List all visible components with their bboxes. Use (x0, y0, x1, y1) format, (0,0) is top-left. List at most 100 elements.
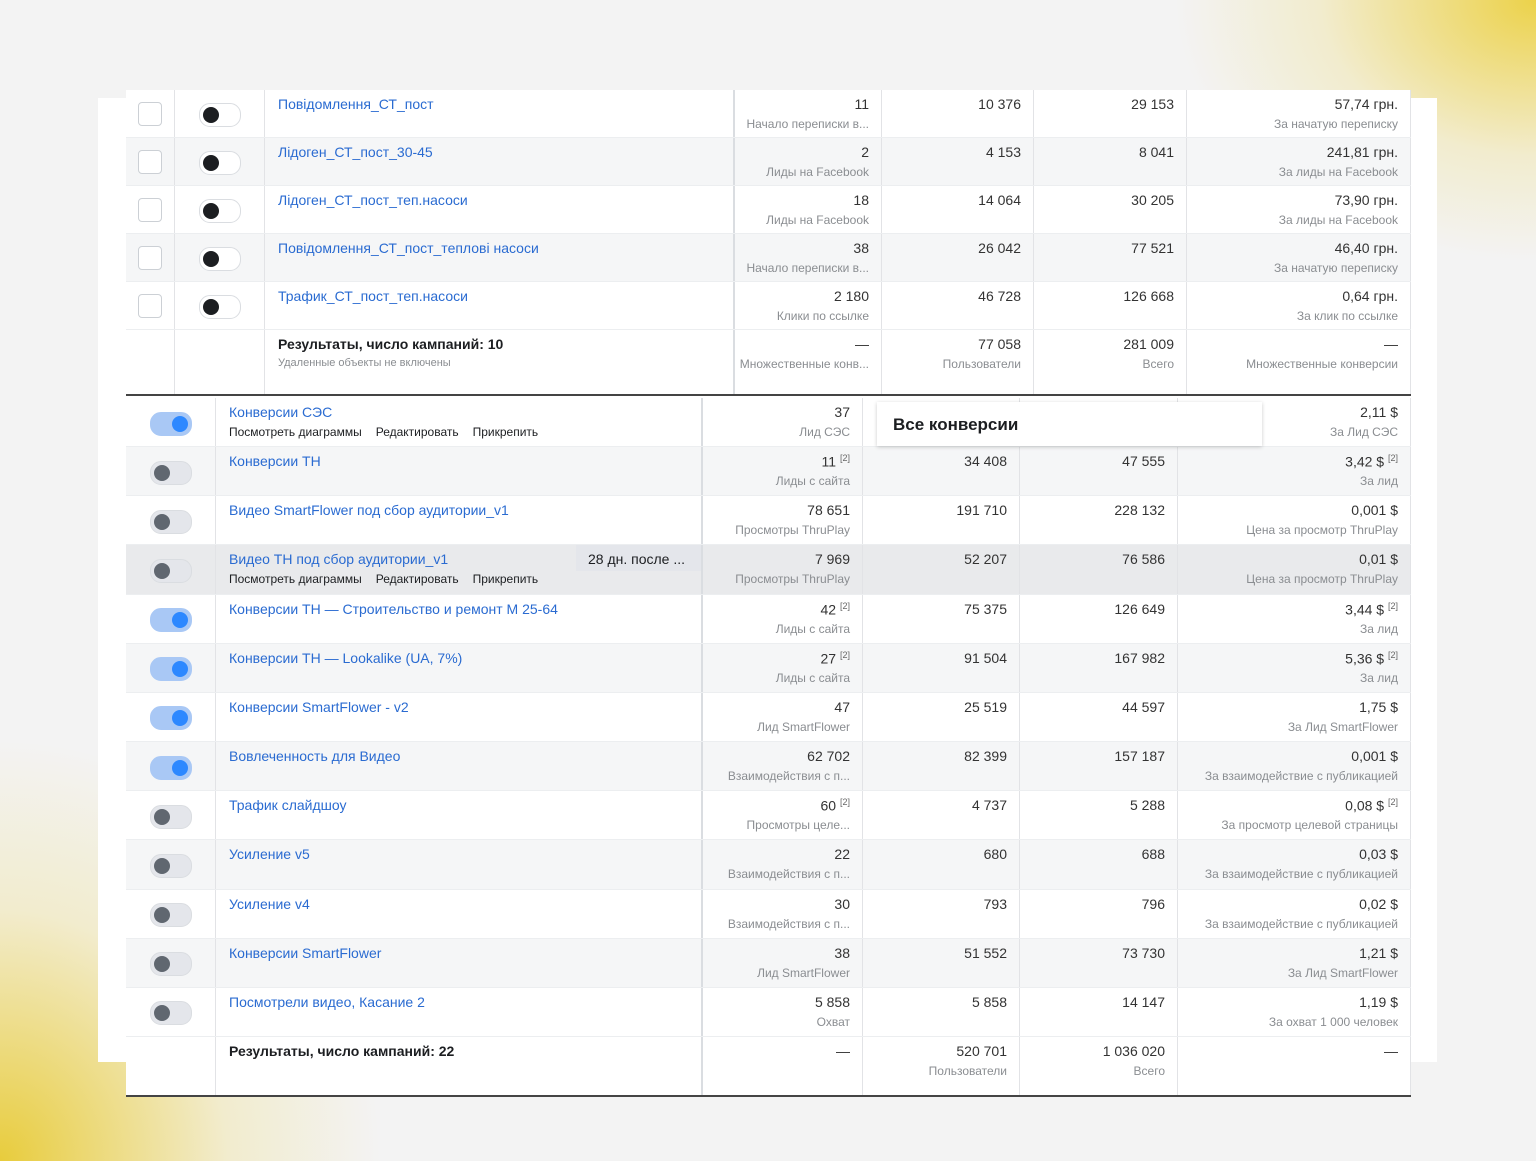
toggle[interactable] (150, 608, 192, 633)
campaign-name[interactable]: Лідоген_СТ_пост_теп.насоси (278, 192, 468, 208)
campaign-name[interactable]: Видео SmartFlower под сбор аудитории_v1 (229, 502, 509, 519)
name-cell: Лідоген_СТ_пост_30-45 (265, 138, 735, 185)
campaign-name[interactable]: Вовлеченность для Видео (229, 748, 401, 765)
impressions-cell: 77 521 (1034, 234, 1187, 281)
checkbox[interactable] (138, 294, 162, 318)
reach-cell: 10 376 (882, 90, 1034, 137)
toggle[interactable] (150, 1001, 192, 1026)
impressions-value-text: 167 982 (1114, 649, 1165, 666)
campaign-name[interactable]: Усиление v4 (229, 895, 310, 912)
toggle[interactable] (150, 952, 192, 977)
toggle-cell (175, 330, 265, 394)
toggle[interactable] (150, 903, 192, 928)
check-cell (126, 138, 175, 185)
toggle[interactable] (150, 509, 192, 534)
cost-value: 0,08 $ [2] (1345, 797, 1398, 814)
table-row: Конверсии ТН — Строительство и ремонт М … (126, 594, 1411, 644)
impressions-cell: 29 153 (1034, 90, 1187, 137)
toggle[interactable] (150, 706, 192, 731)
campaign-name[interactable]: Конверсии СЭС (229, 404, 333, 420)
table-row: Усиление v4 30 Взаимодействия с п... 793 796… (126, 889, 1411, 939)
cost-cell: 1,75 $ За Лид SmartFlower (1178, 692, 1411, 742)
toggle[interactable] (150, 853, 192, 878)
impressions-cell: 796 (1020, 889, 1178, 938)
toggle[interactable] (150, 755, 192, 780)
table-row: Вовлеченность для Видео 62 702 Взаимодейст… (126, 742, 1411, 792)
campaign-name[interactable]: Трафик слайдшоу (229, 797, 347, 814)
cost-label: За взаимодействие с публикацией (1204, 867, 1398, 882)
campaign-name[interactable]: Конверсии ТН — Lookalike (UA, 7%) (229, 649, 463, 666)
name-cell: Усиление v4 (216, 889, 703, 938)
toggle[interactable] (150, 559, 192, 584)
result-value-text: 2 (861, 144, 869, 160)
cost-label: За лид (1360, 670, 1398, 685)
toggle-knob (154, 907, 170, 924)
reach-value: 25 519 (964, 699, 1007, 715)
reach-cell: 14 064 (882, 186, 1034, 233)
campaign-name[interactable]: Посмотрели видео, Касание 2 (229, 993, 425, 1010)
toggle[interactable] (199, 295, 241, 319)
cost-value-text: 46,40 грн. (1334, 240, 1398, 256)
row-action: Прикрепить (472, 572, 539, 587)
cost-value-text: 0,08 $ (1345, 797, 1385, 814)
cost-cell: 241,81 грн. За лиды на Facebook (1187, 138, 1411, 185)
footnote: [2] (839, 797, 850, 808)
result-label: Просмотры ThruPlay (735, 523, 850, 538)
cost-cell: 3,42 $ [2] За лид (1178, 447, 1411, 496)
impressions-cell: 73 730 (1020, 938, 1178, 987)
result-label: Лид SmartFlower (757, 719, 850, 734)
impressions-value: 228 132 (1114, 502, 1165, 518)
name-cell: Результаты, число кампаний: 10 Удаленные … (265, 330, 735, 394)
campaign-name[interactable]: Повідомлення_СТ_пост_теплові насоси (278, 240, 539, 256)
cost-cell: 46,40 грн. За начатую переписку (1187, 234, 1411, 281)
checkbox[interactable] (138, 198, 162, 222)
campaign-name[interactable]: Конверсии ТН — Строительство и ремонт М … (229, 600, 558, 617)
reach-value: 14 064 (978, 192, 1021, 208)
toggle[interactable] (199, 247, 241, 271)
checkbox[interactable] (138, 102, 162, 126)
toggle[interactable] (199, 151, 241, 175)
reach-cell: 75 375 (863, 594, 1020, 643)
campaign-name[interactable]: Конверсии ТН (229, 453, 321, 470)
toggle[interactable] (199, 199, 241, 223)
result-cell: 37 Лид СЭС (703, 398, 863, 447)
campaign-name[interactable]: Усиление v5 (229, 846, 310, 863)
result-value: — (855, 336, 869, 352)
table-row: Результаты, число кампаний: 10 Удаленные … (126, 330, 1411, 396)
reach-value: 5 858 (972, 994, 1007, 1010)
campaign-name[interactable]: Трафик_СТ_пост_теп.насоси (278, 288, 468, 304)
cost-value: 3,42 $ [2] (1345, 453, 1398, 470)
impressions-cell: 167 982 (1020, 643, 1178, 692)
table-row: Видео SmartFlower под сбор аудитории_v1 7… (126, 496, 1411, 546)
campaign-name[interactable]: Лідоген_СТ_пост_30-45 (278, 144, 433, 160)
campaign-name[interactable]: Конверсии SmartFlower (229, 944, 382, 961)
reach-value-text: 34 408 (964, 453, 1007, 470)
reach-value-text: 75 375 (964, 600, 1007, 617)
campaign-name[interactable]: Повідомлення_СТ_пост (278, 96, 434, 112)
result-value: 37 (834, 404, 850, 420)
check-cell (126, 90, 175, 137)
toggle[interactable] (199, 103, 241, 127)
cost-value-text: 0,03 $ (1359, 846, 1398, 863)
toggle[interactable] (150, 460, 192, 485)
row-action: Редактировать (375, 572, 459, 587)
result-cell: 11 Начало переписки в... (735, 90, 882, 137)
campaign-name[interactable]: Видео ТН под сбор аудитории_v1 (229, 551, 449, 568)
toggle-knob (172, 612, 188, 629)
impressions-value: 167 982 (1114, 650, 1165, 666)
impressions-value-text: 8 041 (1138, 144, 1174, 160)
checkbox[interactable] (138, 150, 162, 174)
cost-cell: 0,001 $ За взаимодействие с публикацией (1178, 742, 1411, 791)
result-value-text: 38 (834, 944, 850, 961)
toggle[interactable] (150, 657, 192, 682)
result-value: 2 (861, 144, 869, 160)
name-cell: Посмотрели видео, Касание 2 (216, 987, 703, 1036)
reach-value: 91 504 (964, 650, 1007, 666)
checkbox[interactable] (138, 246, 162, 270)
cost-value-text: — (1384, 336, 1398, 352)
toggle[interactable] (150, 804, 192, 829)
cost-value-text: 1,21 $ (1359, 944, 1398, 961)
cost-label: За Лид SmartFlower (1287, 719, 1398, 734)
toggle[interactable] (150, 411, 192, 436)
campaign-name[interactable]: Конверсии SmartFlower - v2 (229, 698, 409, 715)
